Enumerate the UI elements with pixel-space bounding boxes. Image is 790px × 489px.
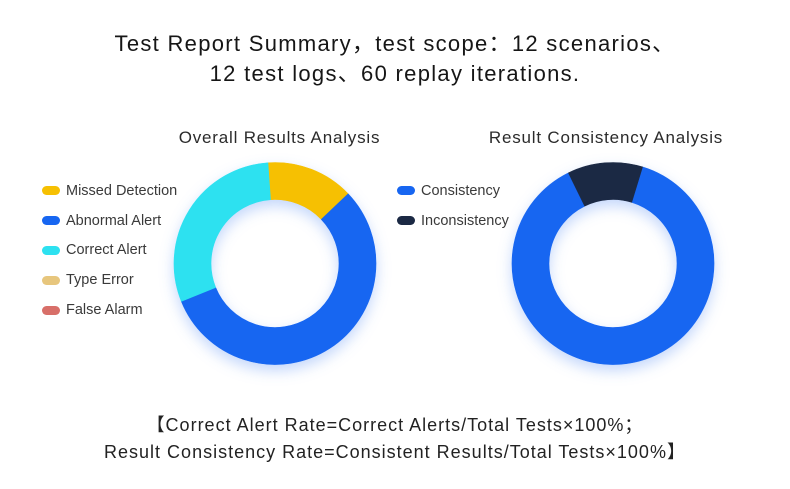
legend-swatch-correct-alert: [42, 245, 60, 255]
legend-item-inconsistency[interactable]: Inconsistency: [397, 206, 509, 236]
legend-swatch-consistency: [397, 186, 415, 196]
legend-label-inconsistency: Inconsistency: [421, 212, 509, 229]
legend-label-type-error: Type Error: [66, 272, 134, 289]
legend-swatch-inconsistency: [397, 216, 415, 226]
donut-segment-correct-alert: [173, 162, 271, 302]
report-title-line-1: Test Report Summary，test scope：12 scenar…: [114, 31, 676, 56]
legend-label-false-alarm: False Alarm: [66, 302, 143, 319]
result-consistency-donut-segments: [511, 162, 715, 365]
legend-label-consistency: Consistency: [421, 182, 500, 199]
overall-results-legend: Missed Detection Abnormal Alert Correct …: [42, 176, 177, 325]
formula-note-line-2: Result Consistency Rate=Consistent Resul…: [104, 441, 686, 462]
legend-swatch-abnormal-alert: [42, 216, 60, 226]
report-title: Test Report Summary，test scope：12 scenar…: [0, 29, 790, 89]
legend-item-correct-alert[interactable]: Correct Alert: [42, 236, 177, 266]
overall-results-donut-segments: [173, 162, 377, 365]
legend-swatch-type-error: [42, 275, 60, 285]
legend-item-consistency[interactable]: Consistency: [397, 176, 509, 206]
overall-results-donut-chart: [173, 162, 377, 365]
legend-swatch-missed-detection: [42, 186, 60, 196]
legend-item-missed-detection[interactable]: Missed Detection: [42, 176, 177, 206]
formula-note-line-1: 【Correct Alert Rate=Correct Alerts/Total…: [146, 414, 644, 435]
formula-note: 【Correct Alert Rate=Correct Alerts/Total…: [0, 412, 790, 466]
result-consistency-chart-title: Result Consistency Analysis: [488, 128, 724, 147]
report-title-line-2: 12 test logs、60 replay iterations.: [209, 61, 581, 86]
result-consistency-legend: Consistency Inconsistency: [397, 176, 509, 236]
legend-item-type-error[interactable]: Type Error: [42, 265, 177, 295]
legend-label-abnormal-alert: Abnormal Alert: [66, 212, 162, 229]
donut-segment-abnormal-alert: [181, 193, 377, 365]
donut-segment-consistency: [511, 166, 715, 365]
legend-label-correct-alert: Correct Alert: [66, 242, 147, 259]
donut-segment-inconsistency: [568, 162, 643, 207]
result-consistency-donut-chart: [511, 162, 715, 365]
overall-results-chart-title: Overall Results Analysis: [178, 128, 381, 147]
legend-label-missed-detection: Missed Detection: [66, 182, 178, 199]
legend-swatch-false-alarm: [42, 305, 60, 315]
legend-item-false-alarm[interactable]: False Alarm: [42, 295, 177, 325]
legend-item-abnormal-alert[interactable]: Abnormal Alert: [42, 206, 177, 236]
